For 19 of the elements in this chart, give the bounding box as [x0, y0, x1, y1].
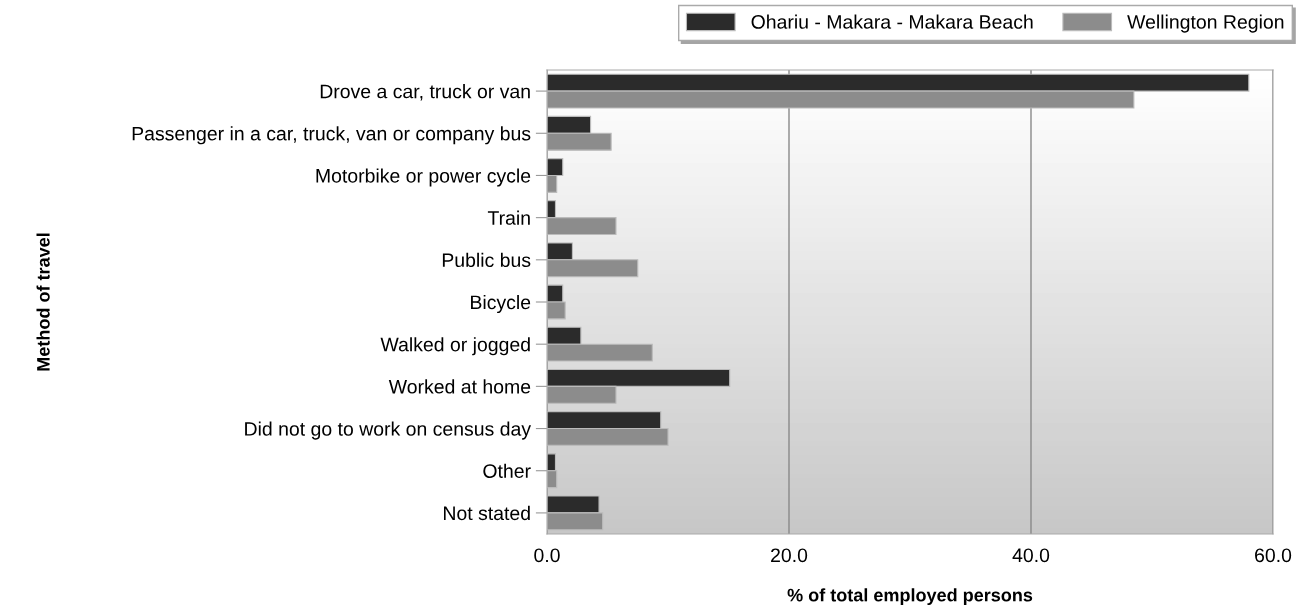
y-tick-label: Walked or jogged [380, 337, 530, 356]
y-tick-label: Bicycle [471, 294, 531, 314]
x-axis-title: % of total employed persons [787, 588, 1033, 606]
y-axis-title: Method of travel [36, 233, 50, 371]
y-tick-label: Other [483, 463, 531, 478]
y-tick-label: Motorbike or power cycle [316, 168, 531, 187]
y-tick-label: Passenger in a car, truck, van or company bus [132, 126, 531, 145]
y-tick-label: Did not go to work on census day [245, 421, 532, 440]
y-tick-label: Public bus [442, 252, 531, 268]
y-tick-label: Train [487, 210, 530, 225]
y-tick-label: Worked at home [388, 379, 531, 394]
x-tick-label: 40.0 [1012, 548, 1050, 563]
legend-label: Wellington Region [1127, 14, 1284, 33]
x-tick-label: 60.0 [1255, 548, 1292, 563]
y-tick-label: Not stated [444, 505, 530, 521]
legend-label: Ohariu - Makara - Makara Beach [751, 14, 1033, 29]
x-tick-label: 0.0 [534, 548, 560, 563]
y-tick-label: Drove a car, truck or van [320, 84, 530, 101]
x-tick-label: 20.0 [771, 548, 808, 563]
